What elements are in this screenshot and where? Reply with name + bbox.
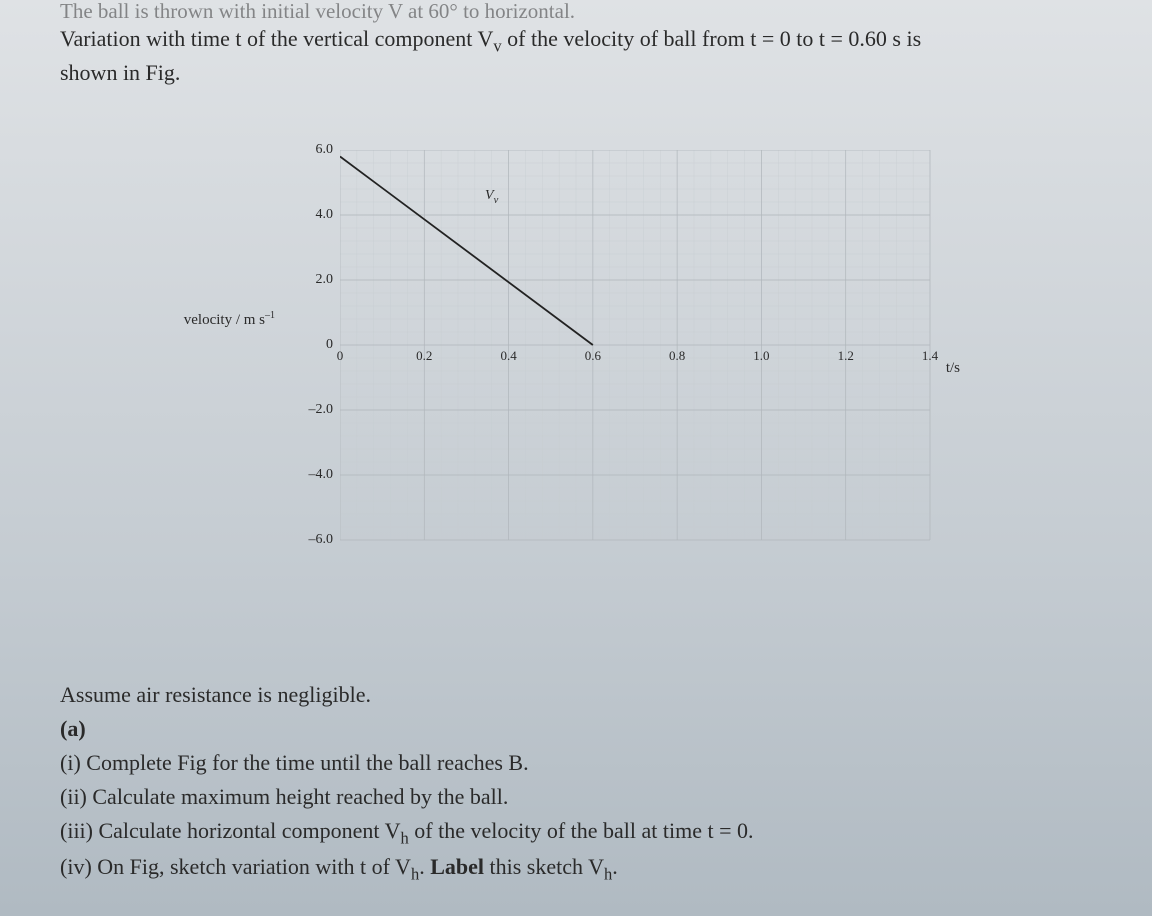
- x-tick-3: 0.6: [581, 348, 605, 364]
- y-tick-0: 6.0: [295, 142, 333, 158]
- part-a: (a): [60, 712, 86, 746]
- q4-sub2: h: [604, 864, 612, 883]
- q4-sub: h: [411, 864, 419, 883]
- y-axis-label-sup: –1: [265, 310, 275, 321]
- question-ii: (ii) Calculate maximum height reached by…: [60, 780, 508, 814]
- y-tick-1: 4.0: [295, 207, 333, 223]
- x-axis-label: t/s: [946, 360, 960, 377]
- question-iii: (iii) Calculate horizontal component Vh …: [60, 814, 754, 851]
- intro-line-1-sub: v: [493, 36, 501, 55]
- q4-c: this sketch V: [484, 854, 604, 879]
- intro-line-1: Variation with time t of the vertical co…: [60, 22, 921, 59]
- x-tick-5: 1.0: [749, 348, 773, 364]
- velocity-time-chart: velocity / m s–1 t/s 6.04.02.00–2.0–4.0–…: [260, 150, 940, 580]
- q3-a: (iii) Calculate horizontal component V: [60, 818, 401, 843]
- q4-d: .: [612, 854, 618, 879]
- x-tick-2: 0.4: [497, 348, 521, 364]
- y-tick-6: –6.0: [295, 532, 333, 548]
- q4-bold: Label: [430, 854, 484, 879]
- q3-sub: h: [401, 828, 409, 847]
- question-i: (i) Complete Fig for the time until the …: [60, 746, 529, 780]
- y-axis-label-text: velocity / m s: [184, 312, 265, 328]
- x-tick-0: 0: [328, 348, 352, 364]
- y-tick-4: –2.0: [295, 402, 333, 418]
- x-tick-7: 1.4: [918, 348, 942, 364]
- x-tick-1: 0.2: [412, 348, 436, 364]
- intro-line-1b: of the velocity of ball from t = 0 to t …: [502, 26, 922, 51]
- series-label-v: V: [485, 188, 494, 203]
- y-tick-2: 2.0: [295, 272, 333, 288]
- intro-line-1a: Variation with time t of the vertical co…: [60, 26, 493, 51]
- q3-b: of the velocity of the ball at time t = …: [409, 818, 754, 843]
- y-axis-label: velocity / m s–1: [175, 310, 275, 329]
- q4-a: (iv) On Fig, sketch variation with t of …: [60, 854, 411, 879]
- x-tick-6: 1.2: [834, 348, 858, 364]
- intro-line-2: shown in Fig.: [60, 56, 180, 89]
- assume-line: Assume air resistance is negligible.: [60, 678, 371, 712]
- q4-b: .: [419, 854, 430, 879]
- series-label: Vv: [485, 188, 498, 206]
- y-tick-5: –4.0: [295, 467, 333, 483]
- series-label-sub: v: [494, 195, 499, 206]
- x-tick-4: 0.8: [665, 348, 689, 364]
- question-iv: (iv) On Fig, sketch variation with t of …: [60, 850, 618, 887]
